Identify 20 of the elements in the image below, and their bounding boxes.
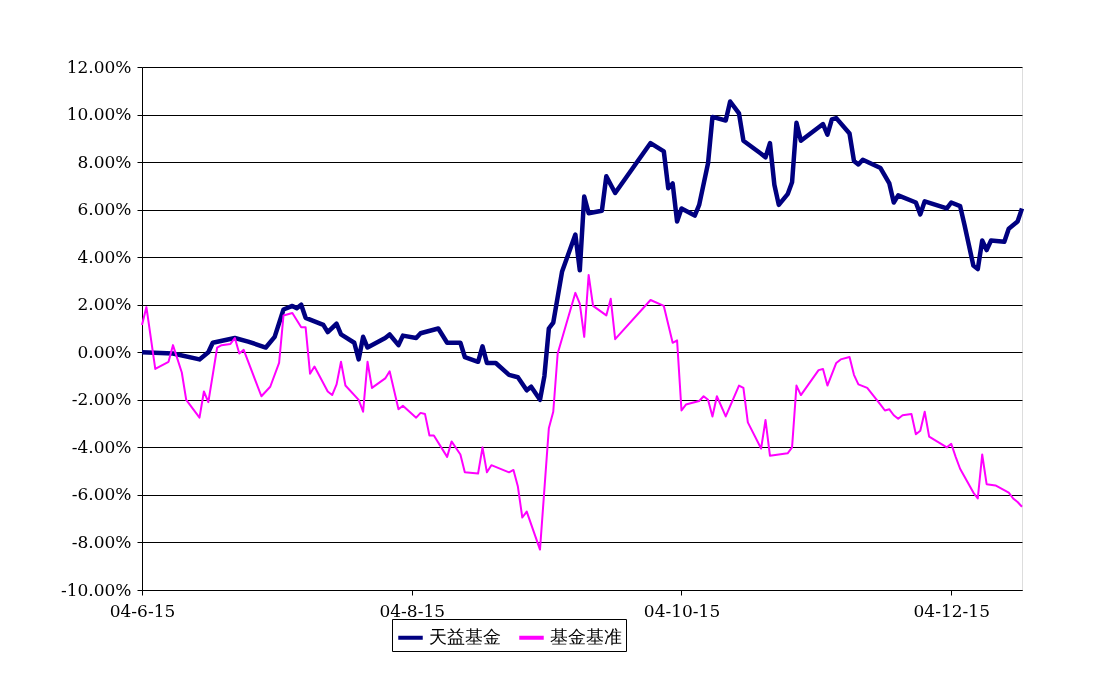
y-tick-label: 6.00% bbox=[77, 199, 132, 220]
line-series bbox=[139, 99, 1025, 403]
y-tick-label: -6.00% bbox=[71, 484, 132, 505]
x-tick-label: 04-12-15 bbox=[913, 600, 990, 621]
y-tick-label: -4.00% bbox=[71, 436, 132, 457]
y-tick-label: 12.00% bbox=[66, 56, 132, 77]
x-tick-label: 04-8-15 bbox=[379, 600, 446, 621]
y-tick-label: -8.00% bbox=[71, 531, 132, 552]
y-tick-label: 10.00% bbox=[66, 104, 132, 125]
y-tick-label: 2.00% bbox=[77, 294, 132, 315]
y-tick-label: 4.00% bbox=[77, 246, 132, 267]
x-tick-label: 04-6-15 bbox=[109, 600, 176, 621]
x-tick-label: 04-10-15 bbox=[643, 600, 721, 621]
y-tick-label: 8.00% bbox=[77, 151, 132, 172]
legend-label: 天益基金 bbox=[429, 625, 501, 647]
y-tick-label: -2.00% bbox=[71, 389, 132, 410]
line-series bbox=[141, 274, 1023, 551]
legend-label: 基金基准 bbox=[550, 625, 622, 647]
y-tick-label: 0.00% bbox=[77, 341, 132, 362]
y-tick-label: -10.00% bbox=[60, 579, 132, 600]
